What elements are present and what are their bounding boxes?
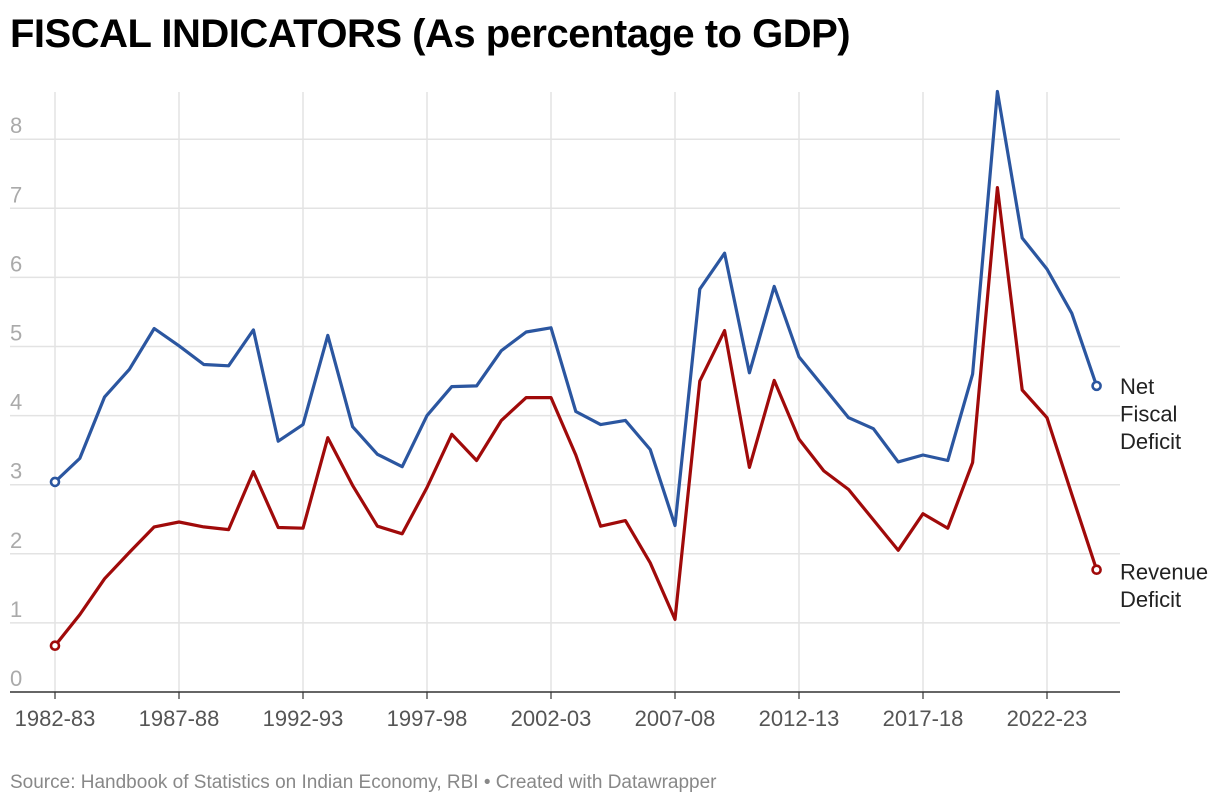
y-tick-label-0: 0 xyxy=(10,666,22,691)
x-tick-label-1982-83: 1982-83 xyxy=(15,706,96,731)
y-tick-label-2: 2 xyxy=(10,528,22,553)
x-axis-ticks: 1982-83 1987-88 1992-93 1997-98 2002-03 2007-… xyxy=(10,691,1120,731)
x-tick-label-1987-88: 1987-88 xyxy=(139,706,220,731)
x-tick-label-2007-08: 2007-08 xyxy=(635,706,716,731)
legend-label-net-fiscal-deficit-2: Deficit xyxy=(1120,429,1181,454)
x-tick-label-2002-03: 2002-03 xyxy=(511,706,592,731)
y-tick-label-5: 5 xyxy=(10,321,22,346)
x-tick-label-1992-93: 1992-93 xyxy=(263,706,344,731)
x-tick-label-2017-18: 2017-18 xyxy=(883,706,964,731)
series-line-revenue-deficit xyxy=(53,186,1099,648)
y-tick-label-6: 6 xyxy=(10,251,22,276)
y-axis-ticks: 0 1 2 3 4 5 6 7 8 xyxy=(10,113,22,691)
x-tick-label-2022-23: 2022-23 xyxy=(1007,706,1088,731)
end-point-revenue-deficit xyxy=(1091,564,1102,575)
series-line-net-fiscal-deficit xyxy=(53,89,1099,528)
y-tick-label-8: 8 xyxy=(10,113,22,138)
legend-label-net-fiscal-deficit-1: Fiscal xyxy=(1120,401,1177,426)
grid-lines xyxy=(10,92,1120,692)
y-tick-label-7: 7 xyxy=(10,182,22,207)
y-tick-label-1: 1 xyxy=(10,597,22,622)
legend-label-net-fiscal-deficit-0: Net xyxy=(1120,374,1154,399)
y-tick-label-3: 3 xyxy=(10,459,22,484)
x-tick-label-1997-98: 1997-98 xyxy=(387,706,468,731)
start-point-revenue-deficit xyxy=(49,640,61,652)
series-lines xyxy=(49,89,1102,652)
legend-label-revenue-deficit-0: Revenue xyxy=(1120,560,1208,585)
start-point-net-fiscal-deficit xyxy=(49,476,61,488)
source-note: Source: Handbook of Statistics on Indian… xyxy=(10,772,717,793)
y-tick-label-4: 4 xyxy=(10,390,22,415)
x-tick-label-2012-13: 2012-13 xyxy=(759,706,840,731)
legend-label-revenue-deficit-1: Deficit xyxy=(1120,587,1181,612)
end-point-net-fiscal-deficit xyxy=(1091,380,1102,392)
chart-title: FISCAL INDICATORS (As percentage to GDP) xyxy=(10,12,851,56)
